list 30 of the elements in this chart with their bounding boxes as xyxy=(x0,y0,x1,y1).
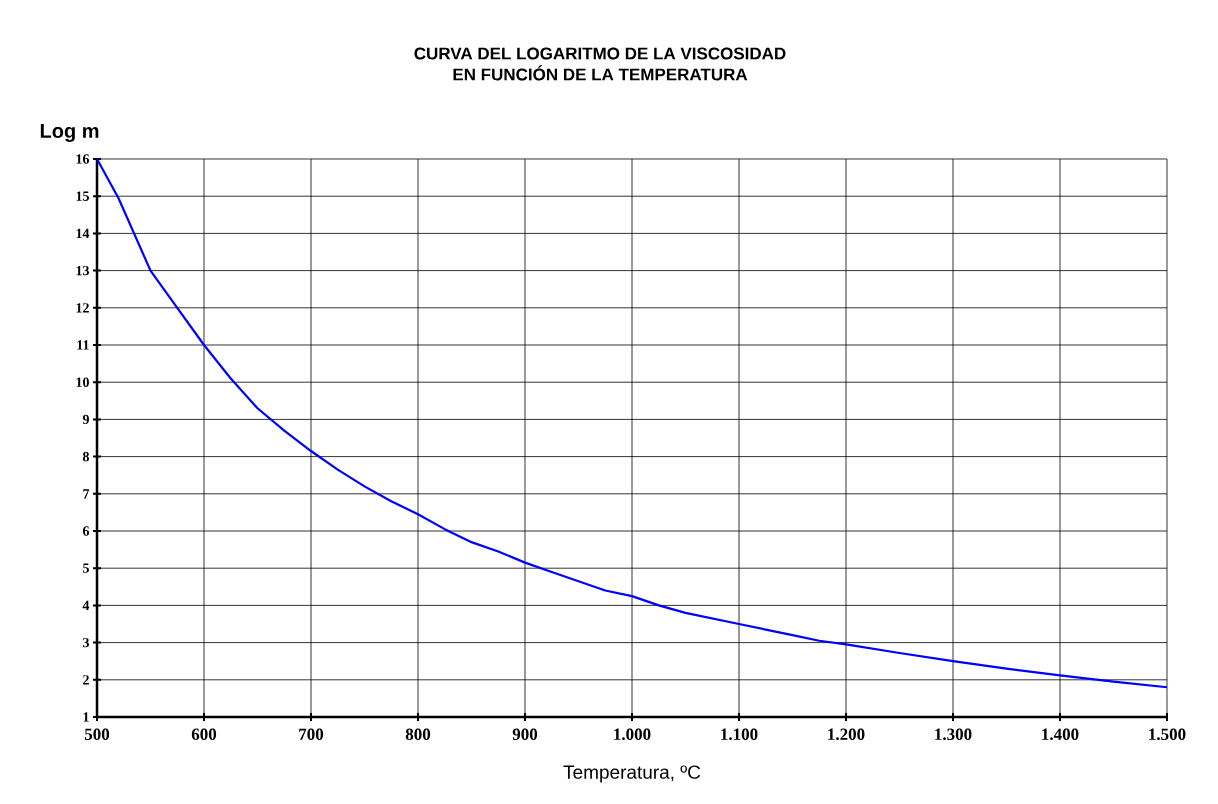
y-tick-label: 6 xyxy=(82,526,90,536)
y-tick-label: 11 xyxy=(77,340,89,350)
y-tick-label: 8 xyxy=(82,451,90,462)
y-tick-label: 5 xyxy=(83,563,89,573)
x-tick-label: 900 xyxy=(512,728,538,741)
y-tick-label: 7 xyxy=(83,489,90,499)
y-tick-label: 16 xyxy=(76,154,90,164)
x-axis-title: Temperatura, ºC xyxy=(563,765,701,783)
y-tick-label: 3 xyxy=(83,637,89,648)
y-tick-label: 1 xyxy=(83,712,89,722)
x-tick-label: 1.200 xyxy=(828,728,865,741)
x-tick-label: 1.400 xyxy=(1042,728,1079,741)
y-tick-label: 13 xyxy=(76,265,89,276)
y-tick-label: 2 xyxy=(83,675,89,685)
x-tick-label: 700 xyxy=(299,728,324,741)
y-tick-label: 12 xyxy=(76,303,89,313)
y-axis-title: Log m xyxy=(40,124,99,142)
x-tick-label: 1.100 xyxy=(721,728,758,741)
y-tick-label: 14 xyxy=(76,228,90,239)
x-tick-label: 500 xyxy=(84,728,110,741)
y-tick-label: 10 xyxy=(76,377,89,387)
x-tick-label: 1.300 xyxy=(935,728,972,741)
y-tick-label: 4 xyxy=(82,600,90,611)
x-tick-label: 600 xyxy=(191,728,217,741)
y-tick-label: 9 xyxy=(82,414,89,425)
chart-title: CURVA DEL LOGARITMO DE LA VISCOSIDAD EN FUNCIÓN DE LA TEMPERATURA xyxy=(414,47,786,81)
x-tick-label: 1.000 xyxy=(614,728,651,741)
y-tick-label: 15 xyxy=(76,191,89,201)
x-tick-label: 800 xyxy=(405,728,431,741)
x-tick-label: 1.500 xyxy=(1149,728,1186,741)
